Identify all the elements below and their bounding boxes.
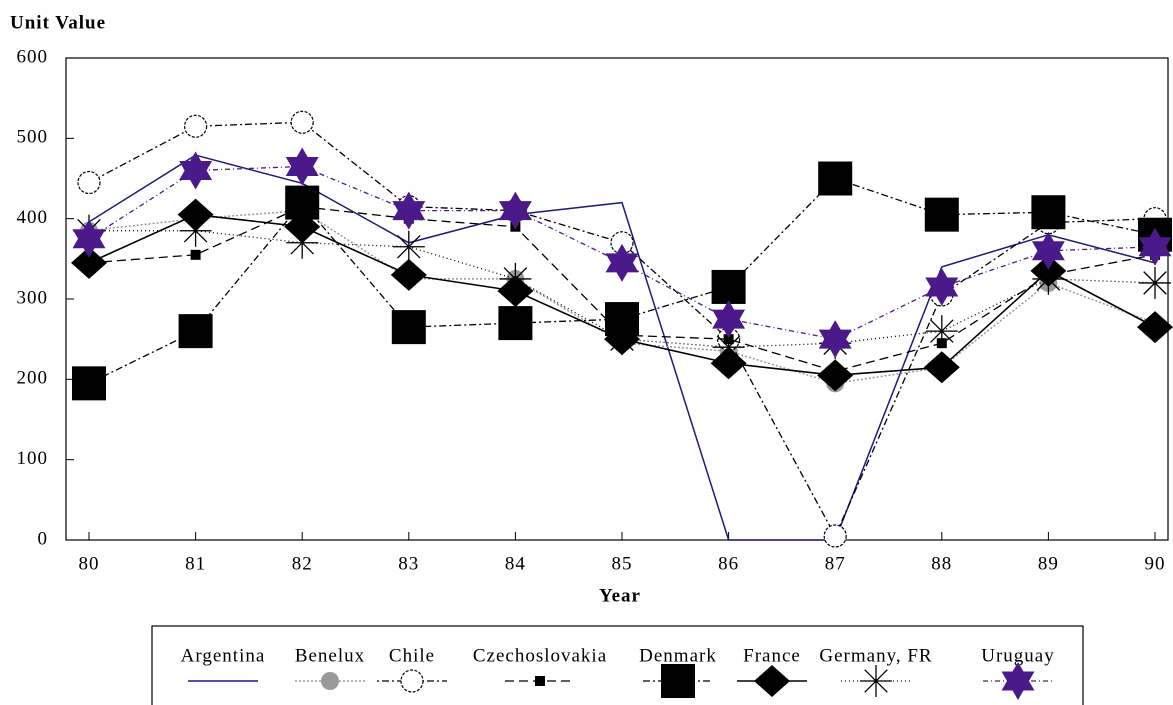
marker-part <box>1031 241 1065 270</box>
marker <box>923 351 960 384</box>
marker <box>498 306 533 341</box>
x-tick-label: 84 <box>505 553 526 574</box>
marker <box>1031 231 1065 270</box>
marker <box>178 314 213 349</box>
series-markers <box>72 161 1172 401</box>
marker-part <box>72 229 106 258</box>
marker <box>498 191 532 230</box>
marker <box>392 230 425 263</box>
marker-part <box>392 201 426 230</box>
x-tick-label: 82 <box>292 553 313 574</box>
x-axis-label: Year <box>599 585 641 606</box>
marker <box>1137 311 1173 344</box>
x-tick-label: 85 <box>612 553 633 574</box>
y-tick-label: 500 <box>17 127 49 148</box>
marker-part <box>925 277 959 306</box>
marker-part <box>818 329 852 359</box>
marker <box>606 323 638 356</box>
legend-box <box>151 625 1084 705</box>
plot-frame <box>65 57 1169 541</box>
marker <box>860 665 892 697</box>
marker-part <box>1138 237 1172 266</box>
marker <box>285 147 319 186</box>
legend-label: Czechoslovakia <box>473 645 607 666</box>
y-tick-label: 600 <box>17 46 49 67</box>
marker <box>179 214 212 247</box>
series-markers <box>72 147 1172 359</box>
marker <box>71 246 107 279</box>
marker <box>284 210 321 243</box>
marker <box>190 249 201 260</box>
marker-part <box>605 253 639 282</box>
legend-label: France <box>743 645 801 666</box>
legend-label: Argentina <box>181 645 266 666</box>
marker <box>924 197 959 232</box>
marker <box>1001 662 1035 700</box>
series-markers <box>73 214 1171 364</box>
marker <box>392 191 426 230</box>
marker <box>290 110 314 134</box>
y-tick-label: 400 <box>17 207 49 228</box>
legend-label: Germany, FR <box>819 645 932 666</box>
marker <box>818 161 853 196</box>
marker <box>391 310 426 345</box>
series-markers <box>71 198 1173 392</box>
x-tick-label: 90 <box>1145 553 1166 574</box>
marker <box>712 300 746 339</box>
marker <box>535 676 545 686</box>
y-tick-label: 300 <box>17 287 49 308</box>
x-tick-label: 81 <box>185 553 206 574</box>
marker <box>77 170 101 195</box>
marker <box>710 347 747 380</box>
marker <box>1032 262 1065 295</box>
x-tick-label: 89 <box>1038 553 1059 574</box>
marker <box>321 672 339 690</box>
y-tick-label: 100 <box>17 448 49 469</box>
marker <box>184 114 208 138</box>
series-markers <box>80 201 1164 393</box>
marker <box>711 269 746 304</box>
marker <box>177 198 214 231</box>
x-tick-label: 83 <box>398 553 419 574</box>
marker-part <box>285 156 319 186</box>
x-tick-label: 80 <box>79 553 100 574</box>
legend-label: Benelux <box>295 645 365 666</box>
legend-label: Uruguay <box>981 645 1054 666</box>
marker-part <box>712 309 746 339</box>
x-tick-label: 88 <box>931 553 952 574</box>
x-tick-label: 87 <box>825 553 846 574</box>
marker <box>712 331 745 364</box>
chart-title: Unit Value <box>10 12 106 33</box>
marker <box>925 315 958 348</box>
marker-part <box>1001 671 1035 700</box>
y-tick-label: 0 <box>38 528 49 549</box>
marker <box>1139 266 1171 299</box>
marker <box>179 151 213 190</box>
marker-part <box>498 201 532 230</box>
marker-part <box>179 160 213 190</box>
marker <box>754 665 790 697</box>
marker <box>499 262 532 295</box>
marker <box>818 320 852 359</box>
marker <box>605 243 639 282</box>
marker <box>286 226 319 259</box>
legend-label: Chile <box>389 645 435 666</box>
marker <box>661 664 695 698</box>
marker <box>925 267 959 306</box>
legend-label: Denmark <box>639 645 717 666</box>
marker <box>1031 195 1066 230</box>
y-tick-label: 200 <box>17 368 49 389</box>
marker <box>72 366 106 401</box>
marker <box>72 219 106 258</box>
marker <box>817 359 854 392</box>
marker <box>1138 227 1172 266</box>
marker <box>390 258 427 291</box>
marker <box>610 231 634 255</box>
series-line <box>88 154 1156 541</box>
marker <box>400 669 424 693</box>
x-tick-label: 86 <box>718 553 739 574</box>
marker <box>823 524 847 548</box>
